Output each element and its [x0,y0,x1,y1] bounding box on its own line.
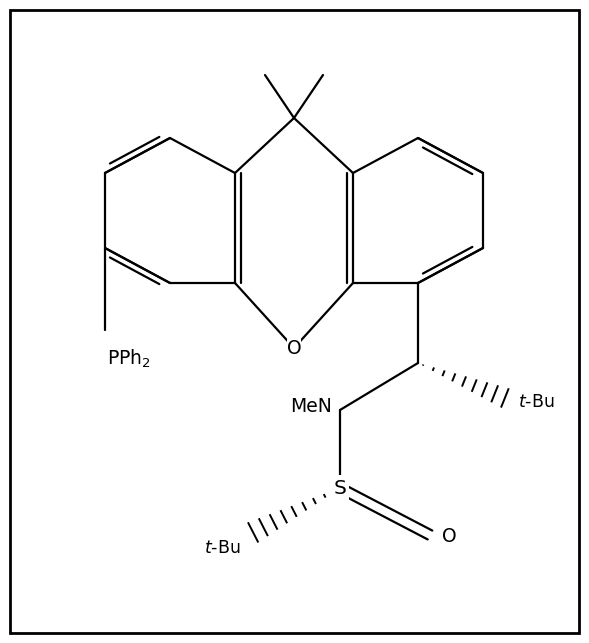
Text: O: O [287,338,302,358]
Text: $t$-Bu: $t$-Bu [518,393,554,411]
Text: S: S [333,478,346,498]
Text: S: S [333,478,346,498]
Text: O: O [442,527,456,547]
Text: $t$-Bu: $t$-Bu [204,539,240,557]
Text: MeN: MeN [290,397,332,415]
Text: PPh$_2$: PPh$_2$ [107,348,151,370]
Text: $t$-Bu: $t$-Bu [518,393,555,411]
